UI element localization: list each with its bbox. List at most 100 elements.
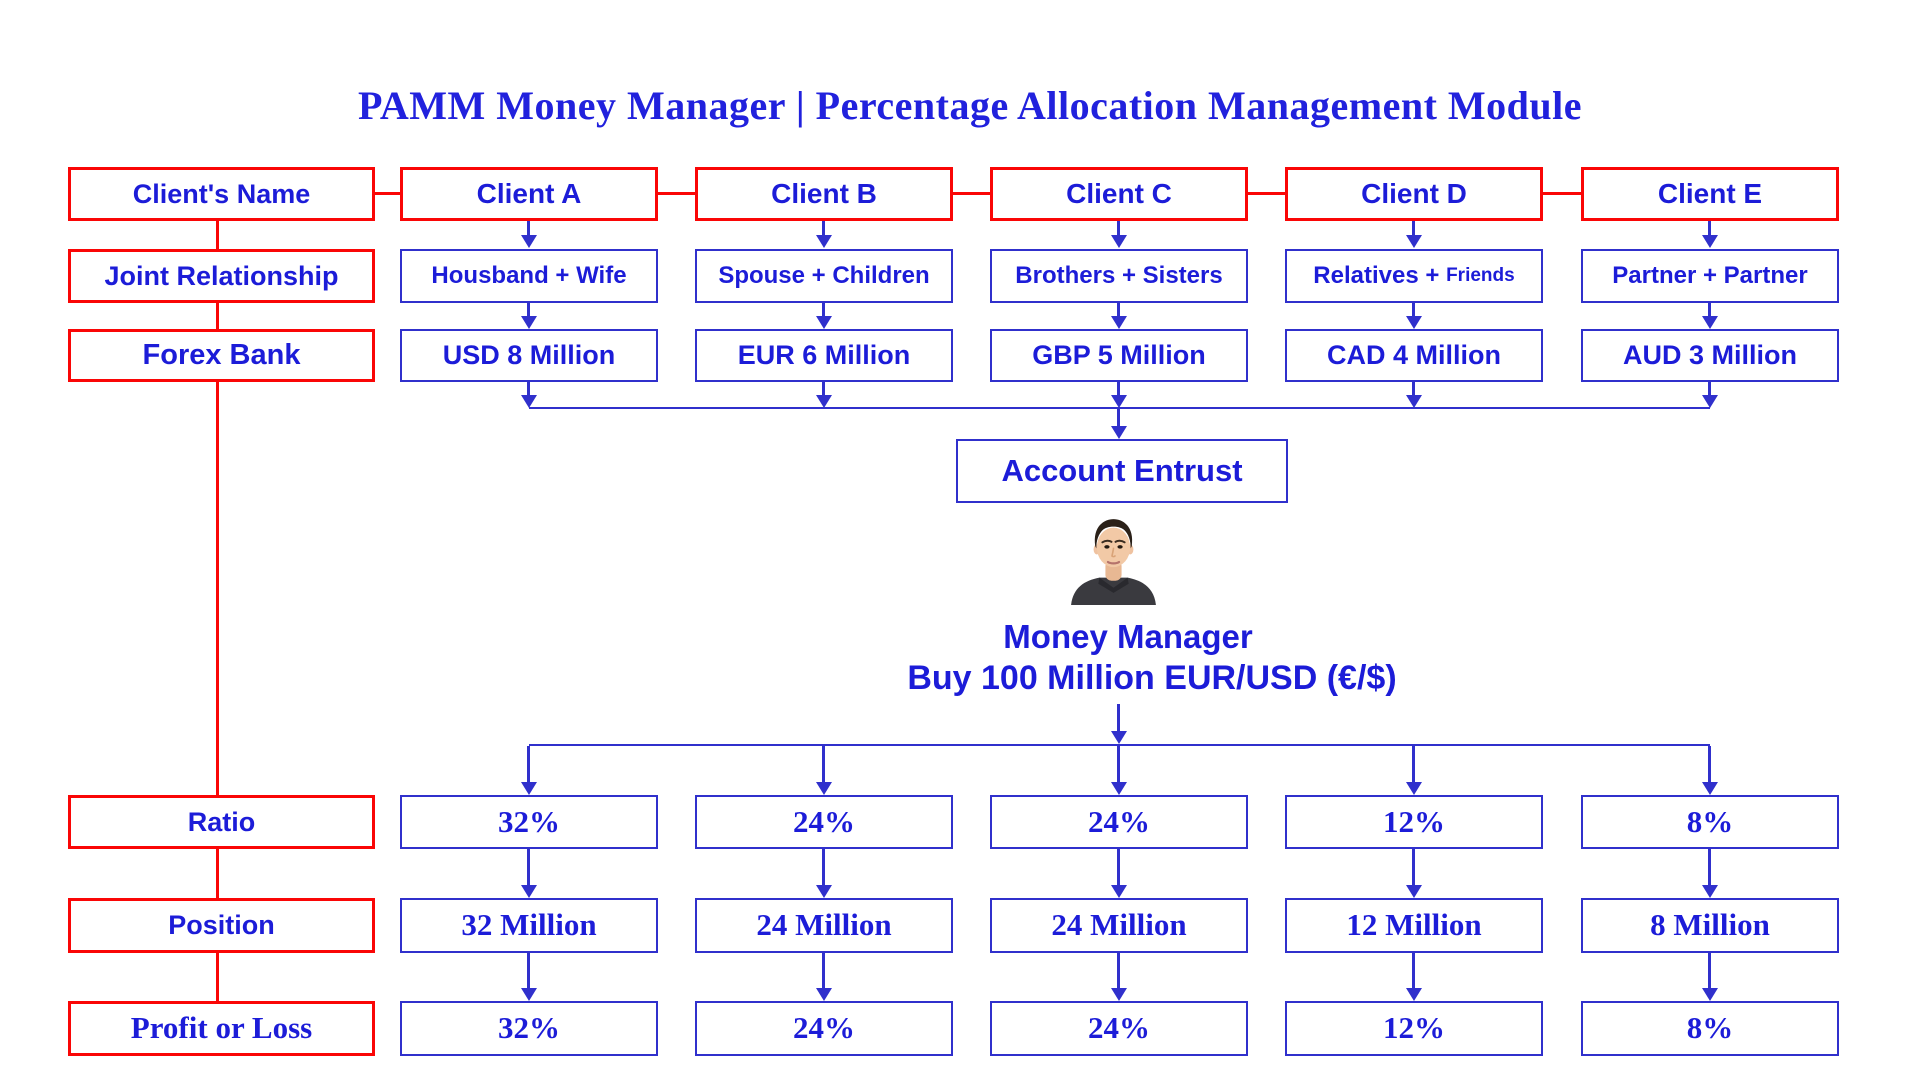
arrowhead-down-icon — [1406, 885, 1422, 898]
blue-connector — [527, 382, 530, 397]
arrowhead-down-icon — [1406, 316, 1422, 329]
arrowhead-down-icon — [1702, 395, 1718, 408]
relationship-a-box: Housband + Wife — [400, 249, 658, 303]
position-c-box: 24 Million — [990, 898, 1248, 953]
bank-b-box: EUR 6 Million — [695, 329, 953, 382]
red-connector — [658, 192, 695, 195]
arrowhead-down-icon — [521, 988, 537, 1001]
profit-d-box: 12% — [1285, 1001, 1543, 1056]
arrowhead-down-icon — [1702, 782, 1718, 795]
profit-c-box: 24% — [990, 1001, 1248, 1056]
blue-connector — [1117, 746, 1120, 784]
blue-connector — [1708, 382, 1711, 397]
position-d-box: 12 Million — [1285, 898, 1543, 953]
row-label-clients-name: Client's Name — [68, 167, 375, 221]
profit-e-box: 8% — [1581, 1001, 1839, 1056]
relationship-d-small: Friends — [1446, 265, 1515, 287]
bank-e-box: AUD 3 Million — [1581, 329, 1839, 382]
money-manager-title: Money Manager — [1003, 618, 1253, 655]
blue-connector — [822, 221, 825, 237]
blue-connector — [822, 953, 825, 990]
blue-connector — [822, 849, 825, 887]
position-e-box: 8 Million — [1581, 898, 1839, 953]
blue-connector — [1117, 849, 1120, 887]
relationship-d-box: Relatives + Friends — [1285, 249, 1543, 303]
blue-connector — [1117, 409, 1120, 428]
bank-d-box: CAD 4 Million — [1285, 329, 1543, 382]
blue-connector — [1117, 303, 1120, 318]
arrowhead-down-icon — [1702, 235, 1718, 248]
money-manager-action: Buy 100 Million EUR/USD (€/$) — [907, 659, 1397, 697]
red-connector — [216, 303, 219, 329]
arrowhead-down-icon — [1702, 316, 1718, 329]
client-d-box: Client D — [1285, 167, 1543, 221]
blue-connector — [1412, 953, 1415, 990]
relationship-c-box: Brothers + Sisters — [990, 249, 1248, 303]
relationship-b-box: Spouse + Children — [695, 249, 953, 303]
red-connector — [375, 192, 400, 195]
relationship-e-box: Partner + Partner — [1581, 249, 1839, 303]
client-b-box: Client B — [695, 167, 953, 221]
red-connector — [216, 953, 219, 1001]
arrowhead-down-icon — [1111, 988, 1127, 1001]
profit-a-box: 32% — [400, 1001, 658, 1056]
red-connector — [953, 192, 990, 195]
row-label-forex-bank: Forex Bank — [68, 329, 375, 382]
position-b-box: 24 Million — [695, 898, 953, 953]
blue-connector — [1117, 382, 1120, 397]
red-connector — [216, 849, 219, 898]
arrowhead-down-icon — [521, 885, 537, 898]
arrowhead-down-icon — [816, 885, 832, 898]
relationship-d-main: Relatives + — [1313, 262, 1440, 290]
red-connector — [1248, 192, 1285, 195]
page-title: PAMM Money Manager | Percentage Allocati… — [357, 83, 1583, 128]
person-icon — [1071, 519, 1156, 605]
blue-connector — [1708, 746, 1711, 784]
arrowhead-down-icon — [816, 316, 832, 329]
arrowhead-down-icon — [816, 988, 832, 1001]
ratio-d-box: 12% — [1285, 795, 1543, 849]
blue-connector — [1708, 953, 1711, 990]
blue-connector — [1412, 221, 1415, 237]
arrowhead-down-icon — [1406, 395, 1422, 408]
arrowhead-down-icon — [1111, 782, 1127, 795]
blue-connector — [1117, 221, 1120, 237]
blue-connector — [822, 746, 825, 784]
row-label-position: Position — [68, 898, 375, 953]
arrowhead-down-icon — [521, 235, 537, 248]
blue-connector — [1412, 382, 1415, 397]
ratio-a-box: 32% — [400, 795, 658, 849]
arrowhead-down-icon — [1111, 235, 1127, 248]
blue-connector — [529, 744, 1710, 746]
ratio-c-box: 24% — [990, 795, 1248, 849]
row-label-profit-or-loss: Profit or Loss — [68, 1001, 375, 1056]
bank-a-box: USD 8 Million — [400, 329, 658, 382]
arrowhead-down-icon — [1702, 885, 1718, 898]
blue-connector — [529, 407, 1710, 409]
arrowhead-down-icon — [1111, 731, 1127, 744]
ratio-b-box: 24% — [695, 795, 953, 849]
red-connector — [216, 221, 219, 249]
red-connector — [216, 382, 219, 795]
arrowhead-down-icon — [1111, 426, 1127, 439]
arrowhead-down-icon — [521, 395, 537, 408]
bank-c-box: GBP 5 Million — [990, 329, 1248, 382]
row-label-ratio: Ratio — [68, 795, 375, 849]
blue-connector — [1708, 849, 1711, 887]
blue-connector — [1117, 953, 1120, 990]
arrowhead-down-icon — [521, 316, 537, 329]
blue-connector — [1708, 303, 1711, 318]
blue-connector — [822, 382, 825, 397]
arrowhead-down-icon — [521, 782, 537, 795]
arrowhead-down-icon — [1111, 316, 1127, 329]
blue-connector — [1412, 746, 1415, 784]
blue-connector — [1708, 221, 1711, 237]
blue-connector — [1412, 303, 1415, 318]
arrowhead-down-icon — [1111, 395, 1127, 408]
profit-b-box: 24% — [695, 1001, 953, 1056]
blue-connector — [527, 746, 530, 784]
client-e-box: Client E — [1581, 167, 1839, 221]
arrowhead-down-icon — [1406, 988, 1422, 1001]
arrowhead-down-icon — [1406, 235, 1422, 248]
ratio-e-box: 8% — [1581, 795, 1839, 849]
